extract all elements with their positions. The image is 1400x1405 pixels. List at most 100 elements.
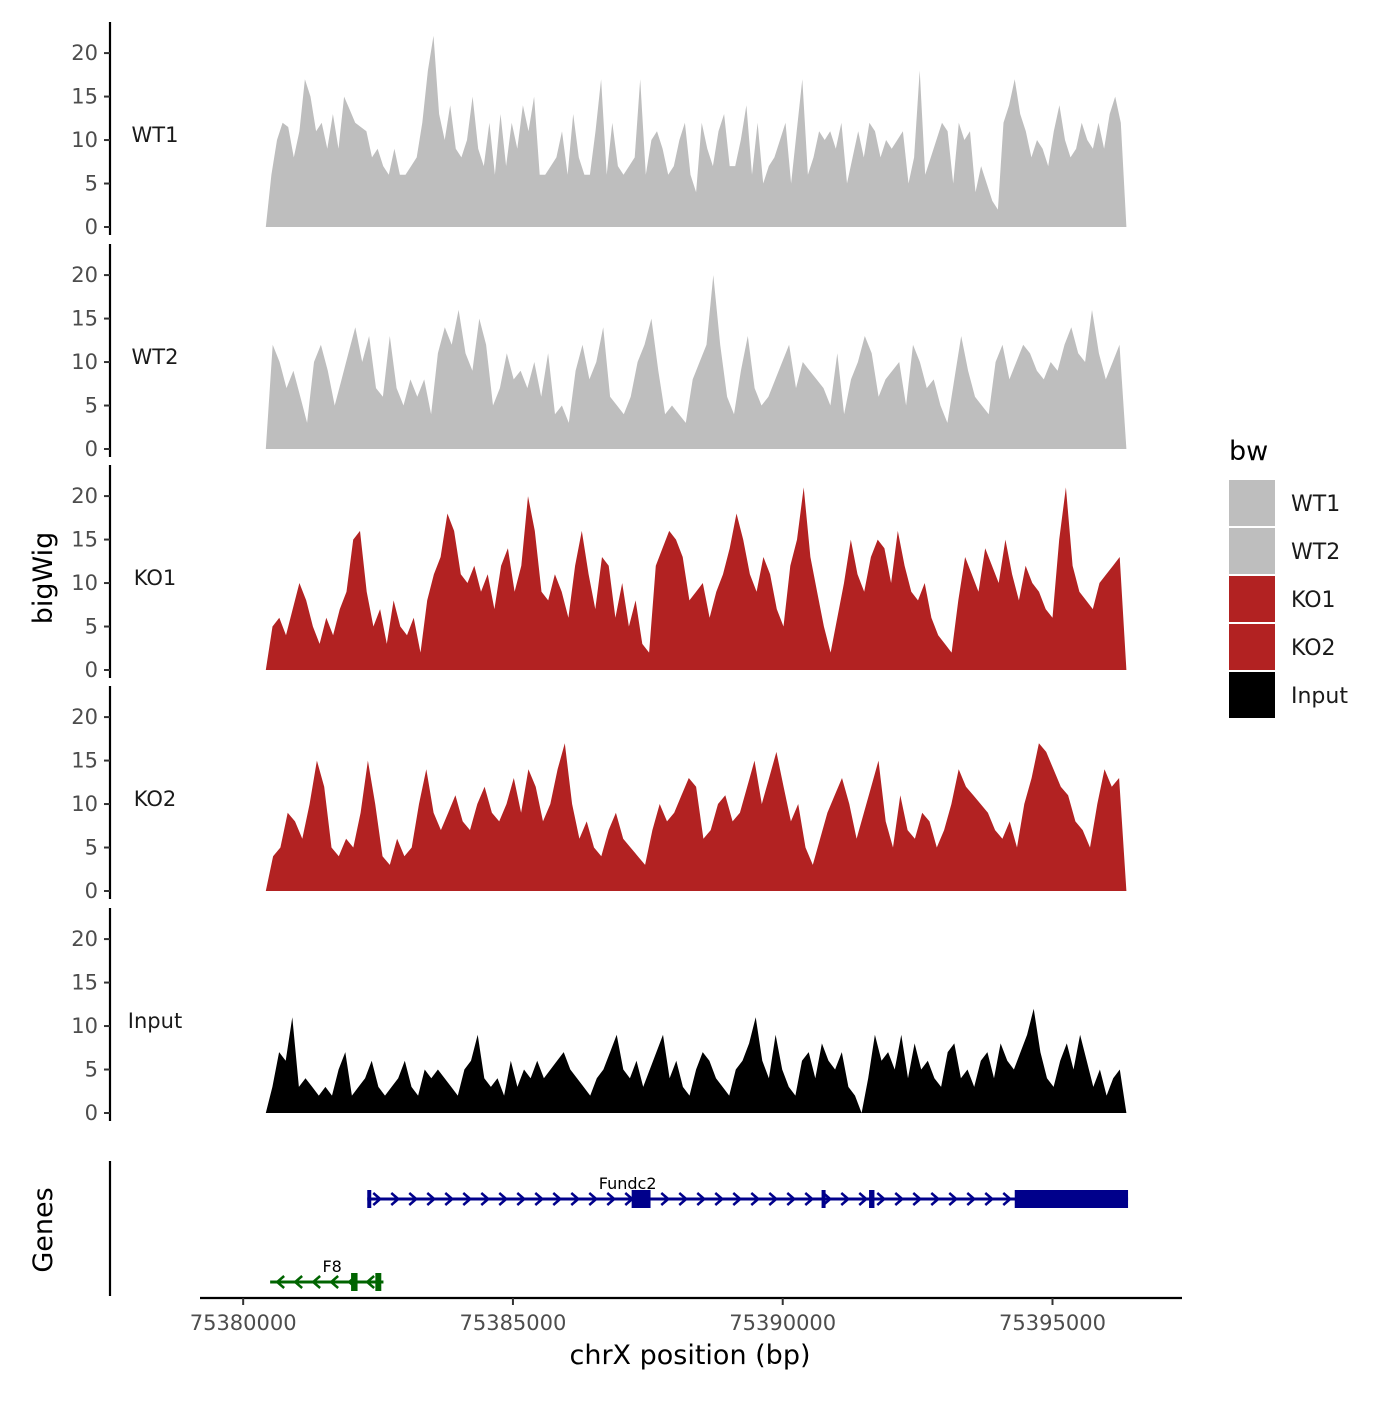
strand-arrow [329, 1275, 339, 1289]
strand-arrow [876, 1192, 887, 1206]
gene-exon [631, 1190, 651, 1208]
strand-arrow [606, 1192, 617, 1206]
strand-arrow [678, 1192, 689, 1206]
track-label: KO1 [134, 566, 177, 590]
y-tick-label: 15 [71, 307, 98, 331]
strand-arrow [696, 1192, 707, 1206]
gene-exon [821, 1190, 826, 1208]
strand-arrow [570, 1192, 581, 1206]
strand-arrow [984, 1192, 995, 1206]
legend-label: KO1 [1291, 588, 1336, 613]
track-label: WT2 [132, 345, 179, 369]
x-tick-label: 75380000 [190, 1311, 297, 1335]
legend-swatch [1229, 672, 1275, 718]
strand-arrow [390, 1192, 401, 1206]
legend-swatch [1229, 528, 1275, 574]
legend-swatch [1229, 624, 1275, 670]
gene-f8: F8 [270, 1257, 384, 1291]
strand-arrow [912, 1192, 923, 1206]
track-label: WT1 [132, 123, 179, 147]
gene-exon [1014, 1190, 1129, 1208]
strand-arrow [768, 1192, 779, 1206]
strand-arrow [588, 1192, 599, 1206]
y-tick-label: 20 [71, 705, 98, 729]
y-tick-label: 0 [85, 215, 98, 239]
legend-swatch [1229, 480, 1275, 526]
x-tick-label: 75395000 [999, 1311, 1106, 1335]
strand-arrow [534, 1192, 545, 1206]
track-ko2: 0 5 10 15 20 KO2 [71, 686, 1127, 903]
y-tick-label: 0 [85, 879, 98, 903]
legend-label: WT2 [1291, 540, 1340, 565]
y-tick-label: 20 [71, 927, 98, 951]
strand-arrow [293, 1275, 303, 1289]
legend-label: Input [1291, 684, 1348, 709]
strand-arrow [822, 1192, 833, 1206]
y-tick-label: 0 [85, 1101, 98, 1125]
coverage-area [265, 35, 1127, 228]
coverage-area [265, 1008, 1127, 1113]
strand-arrow [858, 1192, 869, 1206]
y-tick-label: 10 [71, 1014, 98, 1038]
strand-arrow [426, 1192, 437, 1206]
y-tick-label: 5 [85, 615, 98, 639]
strand-arrow [786, 1192, 797, 1206]
gene-fundc2: Fundc2 [367, 1174, 1129, 1208]
strand-arrow [804, 1192, 815, 1206]
strand-arrow [516, 1192, 527, 1206]
y-tick-label: 0 [85, 658, 98, 682]
strand-arrow [462, 1192, 473, 1206]
genes-layer: Fundc2 F8 [108, 1161, 1129, 1296]
y-tick-label: 5 [85, 1058, 98, 1082]
strand-arrow [1002, 1192, 1013, 1206]
legend-swatch [1229, 576, 1275, 622]
strand-arrow [732, 1192, 743, 1206]
y-tick-label: 20 [71, 263, 98, 287]
strand-arrow [894, 1192, 905, 1206]
tracks-layer: 0 5 10 15 20 WT1 0 5 10 15 20 WT2 0 5 10 15 20 KO1 0 5 10 15 2… [71, 22, 1127, 1125]
coverage-area [265, 275, 1127, 449]
y-tick-label: 10 [71, 792, 98, 816]
gene-name: F8 [322, 1257, 341, 1276]
gene-name: Fundc2 [599, 1174, 657, 1193]
track-wt2: 0 5 10 15 20 WT2 [71, 244, 1127, 461]
legend-label: WT1 [1291, 492, 1340, 517]
y-tick-label: 5 [85, 172, 98, 196]
x-axis-title: chrX position (bp) [569, 1340, 810, 1371]
strand-arrow [480, 1192, 491, 1206]
strand-arrow [365, 1275, 375, 1289]
y-tick-label: 10 [71, 128, 98, 152]
gene-exon [351, 1273, 358, 1291]
coverage-area [265, 487, 1127, 670]
y-tick-label: 15 [71, 749, 98, 773]
legend-title: bw [1229, 436, 1268, 467]
y-tick-label: 10 [71, 350, 98, 374]
y-tick-label: 10 [71, 571, 98, 595]
strand-arrow [948, 1192, 959, 1206]
y-tick-label: 20 [71, 484, 98, 508]
x-tick-label: 75385000 [459, 1311, 566, 1335]
gene-exon [375, 1273, 382, 1291]
strand-arrow [275, 1275, 285, 1289]
gene-exon [367, 1190, 372, 1208]
strand-arrow [660, 1192, 671, 1206]
gene-exon [869, 1190, 875, 1208]
strand-arrow [408, 1192, 419, 1206]
y-tick-label: 20 [71, 41, 98, 65]
strand-arrow [552, 1192, 563, 1206]
strand-arrow [311, 1275, 321, 1289]
track-ko1: 0 5 10 15 20 KO1 [71, 465, 1127, 682]
y-tick-label: 5 [85, 394, 98, 418]
genes-panel-title: Genes [28, 1187, 59, 1272]
track-label: KO2 [134, 787, 177, 811]
track-wt1: 0 5 10 15 20 WT1 [71, 22, 1127, 239]
strand-arrow [372, 1192, 383, 1206]
y-axis-title: bigWig [28, 532, 59, 625]
legend: bw WT1 WT2 KO1 KO2 Input [1229, 436, 1348, 718]
strand-arrow [444, 1192, 455, 1206]
strand-arrow [714, 1192, 725, 1206]
track-label: Input [128, 1009, 182, 1033]
strand-arrow [498, 1192, 509, 1206]
